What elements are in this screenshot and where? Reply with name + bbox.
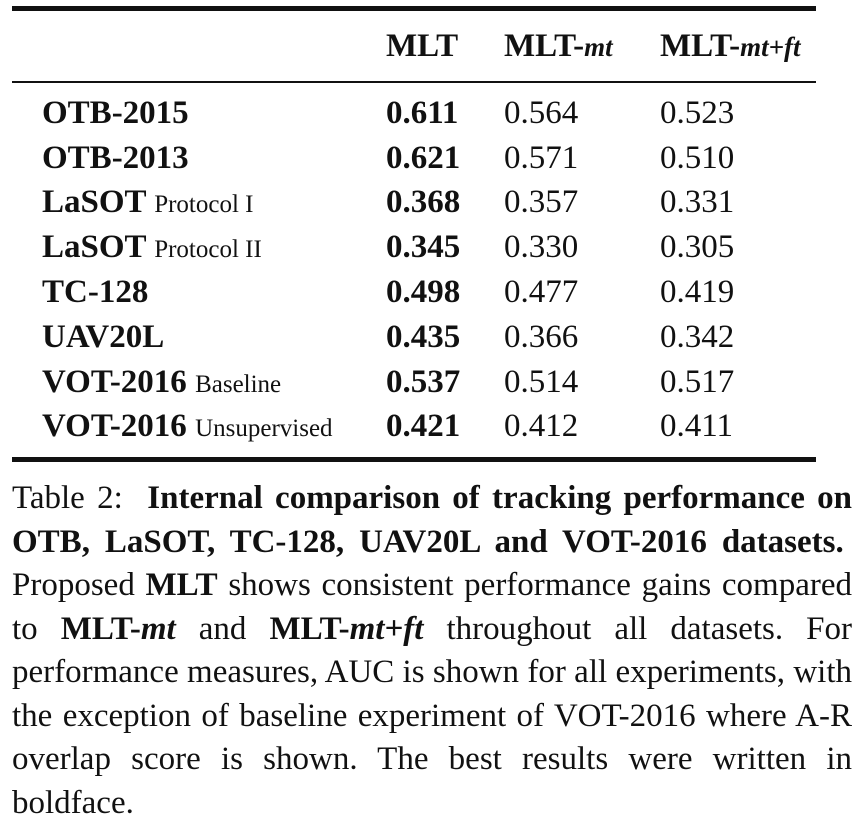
- dataset-name-cell: UAV20L: [12, 315, 374, 360]
- mlt-mt-ft-value-cell: 0.411: [660, 408, 734, 445]
- dataset-name-cell: OTB-2013: [12, 136, 374, 181]
- dataset-name-cell: VOT-2016 Unsupervised: [12, 405, 374, 458]
- caption-title: Internal comparison of tracking performa…: [12, 480, 853, 560]
- header-mlt: MLT: [386, 27, 459, 64]
- mlt-mt-value-cell: 0.571: [504, 139, 579, 176]
- dataset-name: VOT-2016: [42, 408, 187, 445]
- dataset-name-cell: LaSOT Protocol I: [12, 181, 374, 226]
- dataset-name: LaSOT: [42, 184, 146, 221]
- caption-label: Table 2:: [12, 480, 123, 516]
- mlt-value-cell: 0.498: [386, 274, 461, 311]
- mlt-mt-value-cell: 0.330: [504, 229, 579, 266]
- mlt-mt-ft-value-cell: 0.510: [660, 139, 735, 176]
- dataset-name-cell: OTB-2015: [12, 83, 374, 136]
- mlt-value-cell: 0.611: [386, 94, 459, 131]
- dataset-name-cell: VOT-2016 Baseline: [12, 360, 374, 405]
- mlt-mt-ft-value-cell: 0.419: [660, 274, 735, 311]
- mlt-mt-ft-value-cell: 0.305: [660, 229, 735, 266]
- header-dataset: [12, 11, 374, 81]
- header-mlt-mt-ft: MLT-mt+ft: [660, 27, 801, 64]
- results-table-body: OTB-2015 0.611 0.564 0.523 OTB-2013 0.621 0.57…: [12, 83, 816, 457]
- table-caption: Table 2: Internal comparison of tracking…: [12, 480, 853, 821]
- table-row: VOT-2016 Unsupervised 0.421 0.412 0.411: [12, 405, 816, 458]
- dataset-protocol: Unsupervised: [195, 415, 333, 443]
- dataset-name: VOT-2016: [42, 363, 187, 400]
- mlt-mt-value-cell: 0.357: [504, 184, 579, 221]
- dataset-name: OTB-2015: [42, 94, 189, 131]
- table-row: OTB-2015 0.611 0.564 0.523: [12, 83, 816, 136]
- dataset-protocol: Baseline: [195, 370, 282, 398]
- table-header-rule: [12, 81, 816, 83]
- dataset-protocol: Protocol I: [154, 191, 254, 219]
- table-row: LaSOT Protocol II 0.345 0.330 0.305: [12, 225, 816, 270]
- mlt-value-cell: 0.345: [386, 229, 461, 266]
- table-top-rule: [12, 6, 816, 11]
- mlt-mt-ft-value-cell: 0.331: [660, 184, 735, 221]
- dataset-name: LaSOT: [42, 229, 146, 266]
- table-row: OTB-2013 0.621 0.571 0.510: [12, 136, 816, 181]
- table-row: TC-128 0.498 0.477 0.419: [12, 270, 816, 315]
- mlt-value-cell: 0.368: [386, 184, 461, 221]
- results-table-container: MLT MLT-mt MLT-mt+ft OTB-2015 0.611 0.564 0…: [12, 6, 816, 463]
- header-mlt-mt: MLT-mt: [504, 27, 613, 64]
- table-row: LaSOT Protocol I 0.368 0.357 0.331: [12, 181, 816, 226]
- table-bottom-rule: [12, 457, 816, 463]
- dataset-name: UAV20L: [42, 318, 165, 355]
- mlt-mt-ft-value-cell: 0.517: [660, 363, 735, 400]
- table-row: UAV20L 0.435 0.366 0.342: [12, 315, 816, 360]
- results-table: MLT MLT-mt MLT-mt+ft: [12, 11, 816, 81]
- dataset-protocol: Protocol II: [154, 236, 262, 264]
- mlt-mt-value-cell: 0.477: [504, 274, 579, 311]
- dataset-name-cell: LaSOT Protocol II: [12, 225, 374, 270]
- dataset-name-cell: TC-128: [12, 270, 374, 315]
- dataset-name: TC-128: [42, 274, 149, 311]
- mlt-value-cell: 0.421: [386, 408, 461, 445]
- mlt-mt-value-cell: 0.514: [504, 363, 579, 400]
- mlt-mt-value-cell: 0.366: [504, 318, 579, 355]
- mlt-value-cell: 0.435: [386, 318, 461, 355]
- mlt-mt-ft-value-cell: 0.342: [660, 318, 735, 355]
- table-header-row: MLT MLT-mt MLT-mt+ft: [12, 11, 816, 81]
- mlt-mt-ft-value-cell: 0.523: [660, 94, 735, 131]
- table-row: VOT-2016 Baseline 0.537 0.514 0.517: [12, 360, 816, 405]
- mlt-value-cell: 0.621: [386, 139, 461, 176]
- mlt-mt-value-cell: 0.412: [504, 408, 579, 445]
- mlt-value-cell: 0.537: [386, 363, 461, 400]
- mlt-mt-value-cell: 0.564: [504, 94, 579, 131]
- dataset-name: OTB-2013: [42, 139, 189, 176]
